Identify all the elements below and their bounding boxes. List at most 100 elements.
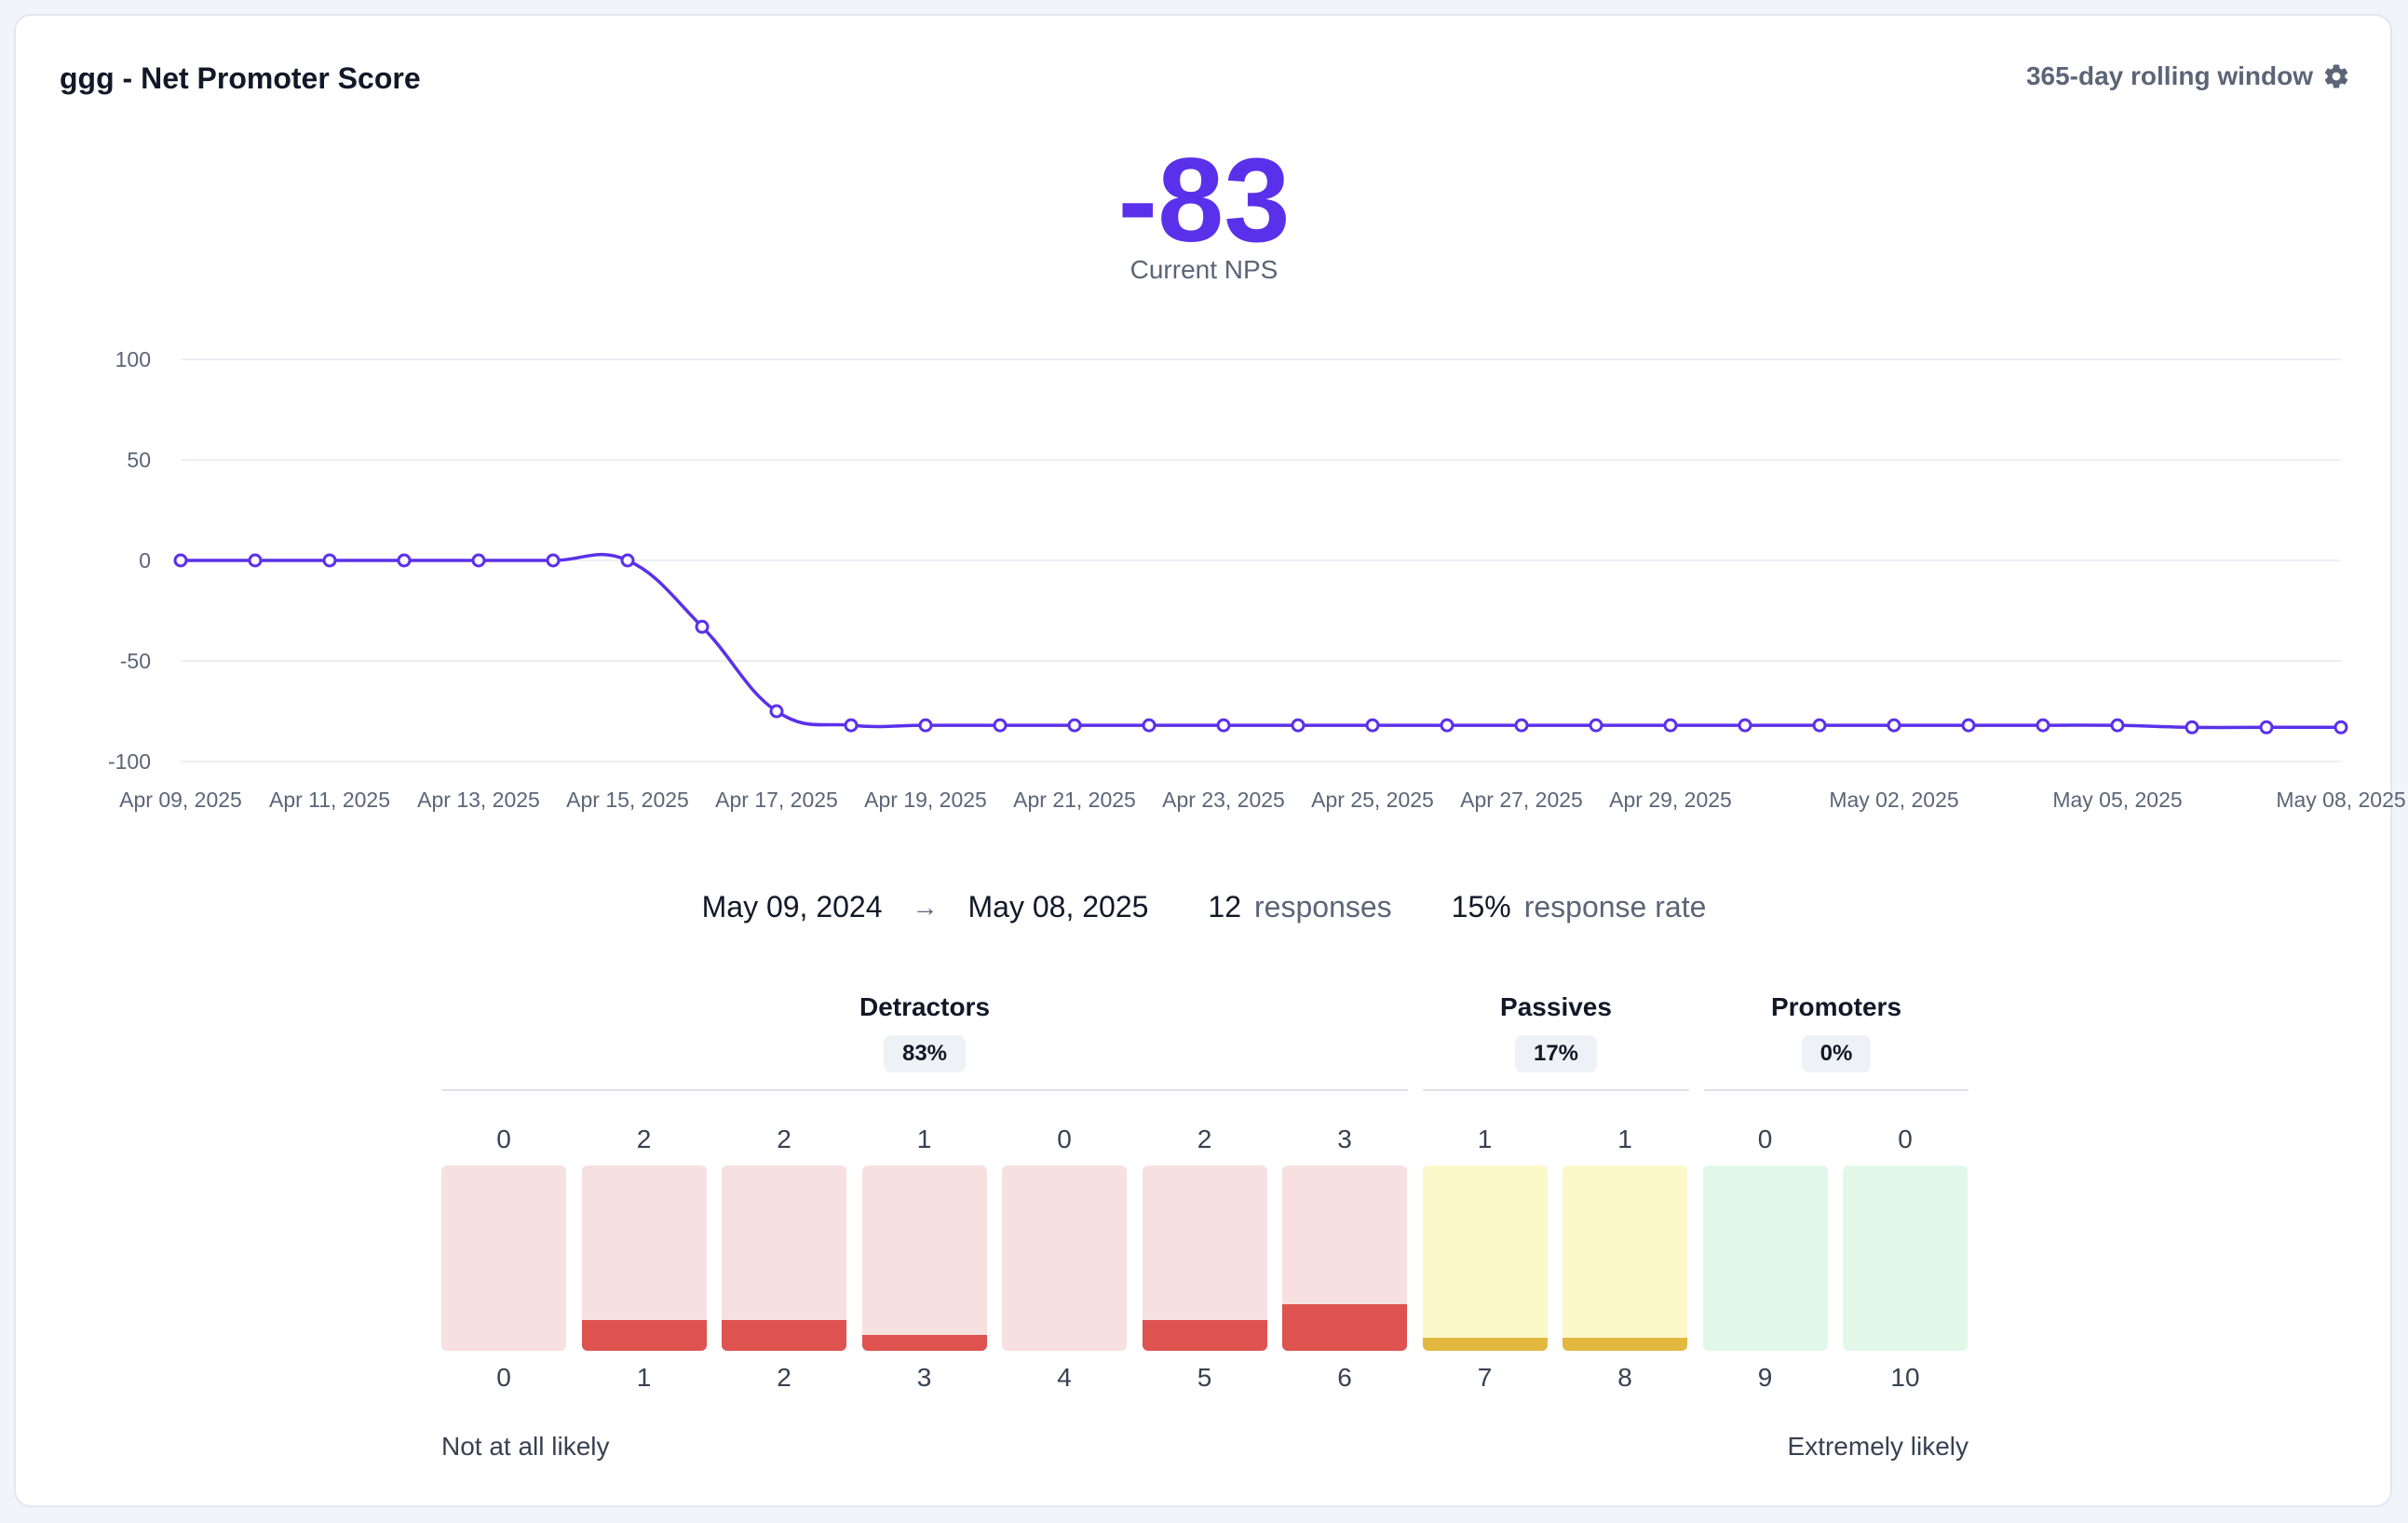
score-bar-0[interactable]	[441, 1166, 566, 1351]
y-tick-label: 100	[115, 347, 151, 371]
data-point[interactable]	[2259, 720, 2274, 735]
score-count: 0	[1057, 1125, 1072, 1153]
data-point[interactable]	[1067, 718, 1082, 733]
gear-icon[interactable]	[2322, 62, 2350, 90]
data-point[interactable]	[1961, 718, 1976, 733]
segment-promoters: Promoters 0%	[1704, 992, 1968, 1072]
y-tick-label: -50	[120, 649, 151, 673]
score-bar-4[interactable]	[1002, 1166, 1127, 1351]
rolling-window-label: 365-day rolling window	[2025, 61, 2313, 90]
score-bar-fill	[722, 1319, 846, 1351]
score-count: 2	[777, 1125, 791, 1153]
widget-title: ggg - Net Promoter Score	[60, 61, 421, 95]
score-label: 7	[1477, 1363, 1493, 1392]
x-tick-label: Apr 21, 2025	[1013, 788, 1136, 812]
score-bar-5[interactable]	[1142, 1166, 1267, 1351]
score-bar-fill	[1422, 1338, 1548, 1351]
score-bar-6[interactable]	[1282, 1166, 1407, 1351]
data-point[interactable]	[546, 553, 561, 568]
x-tick-label: Apr 25, 2025	[1311, 788, 1434, 812]
score-bar-9[interactable]	[1702, 1166, 1828, 1351]
scale-low-label: Not at all likely	[441, 1432, 610, 1461]
segment-title: Promoters	[1770, 992, 1902, 1021]
score-label: 2	[777, 1363, 791, 1392]
data-point[interactable]	[2110, 718, 2125, 733]
score-bar-fill	[1562, 1338, 1687, 1351]
data-point[interactable]	[993, 718, 1008, 733]
response-rate-label: response rate	[1523, 890, 1707, 923]
data-point[interactable]	[695, 619, 710, 634]
data-point[interactable]	[248, 553, 263, 568]
y-tick-label: 50	[127, 448, 151, 472]
data-point[interactable]	[1440, 718, 1454, 733]
score-count: 1	[1617, 1125, 1632, 1153]
score-count: 1	[1477, 1125, 1493, 1153]
score-bar-1[interactable]	[581, 1166, 707, 1351]
score-label: 3	[916, 1363, 932, 1392]
data-point[interactable]	[2334, 720, 2348, 735]
y-tick-label: 0	[139, 548, 151, 573]
data-point[interactable]	[844, 718, 859, 733]
x-tick-label: May 08, 2025	[2276, 788, 2405, 812]
score-bar-fill	[861, 1335, 987, 1351]
score-count: 0	[1757, 1125, 1773, 1153]
score-count: 3	[1337, 1125, 1352, 1153]
responses-count: 12	[1208, 890, 1242, 923]
data-point[interactable]	[1514, 718, 1529, 733]
data-point[interactable]	[1738, 718, 1752, 733]
score-bar-2[interactable]	[722, 1166, 846, 1351]
data-point[interactable]	[1887, 718, 1901, 733]
segment-title: Passives	[1500, 992, 1612, 1021]
data-point[interactable]	[2185, 720, 2199, 735]
data-point[interactable]	[1663, 718, 1678, 733]
x-tick-label: Apr 09, 2025	[119, 788, 242, 812]
segment-passives: Passives 17%	[1423, 992, 1689, 1072]
data-point[interactable]	[1365, 718, 1380, 733]
x-tick-label: Apr 15, 2025	[566, 788, 689, 812]
nps-trend-chart: 100 50 0 -50 -100 Apr 09, 2025 Apr 11, 2025 Ap…	[108, 347, 2406, 812]
score-label: 1	[636, 1363, 652, 1392]
data-point[interactable]	[471, 553, 486, 568]
rolling-window-setting[interactable]: 365-day rolling window	[2026, 61, 2350, 91]
x-tick-label: Apr 19, 2025	[864, 788, 987, 812]
summary-bar: May 09, 2024 → May 08, 2025 12 responses…	[0, 890, 2408, 924]
data-point[interactable]	[2036, 718, 2050, 733]
x-tick-label: Apr 11, 2025	[269, 788, 390, 812]
data-point[interactable]	[1142, 718, 1157, 733]
score-bar-7[interactable]	[1422, 1166, 1548, 1351]
data-point[interactable]	[769, 704, 784, 719]
score-label: 6	[1337, 1363, 1352, 1392]
segment-detractors: Detractors 83%	[441, 992, 1408, 1072]
score-bar-fill	[1282, 1304, 1407, 1351]
data-point[interactable]	[173, 553, 188, 568]
current-nps-value: -83	[1117, 134, 1291, 267]
start-date: May 09, 2024	[701, 890, 883, 923]
segment-divider	[1423, 1089, 1689, 1091]
segment-percent-badge: 17%	[1514, 1035, 1598, 1072]
score-bar-10[interactable]	[1843, 1166, 1968, 1351]
segment-divider	[441, 1089, 1408, 1091]
score-count: 2	[1197, 1125, 1212, 1153]
current-nps-label: Current NPS	[1130, 255, 1278, 284]
score-label: 5	[1197, 1363, 1212, 1392]
score-bar-fill	[581, 1319, 707, 1351]
x-tick-label: Apr 23, 2025	[1162, 788, 1285, 812]
data-point[interactable]	[1216, 718, 1231, 733]
data-point[interactable]	[1812, 718, 1827, 733]
score-bar-3[interactable]	[861, 1166, 987, 1351]
score-bar-8[interactable]	[1562, 1166, 1687, 1351]
score-count: 1	[916, 1125, 932, 1153]
data-point[interactable]	[620, 553, 635, 568]
segment-percent-badge: 0%	[1801, 1035, 1872, 1072]
data-point[interactable]	[1291, 718, 1305, 733]
segment-percent-badge: 83%	[883, 1035, 967, 1072]
score-label: 0	[496, 1363, 511, 1392]
responses-label: responses	[1254, 890, 1392, 923]
score-label: 8	[1617, 1363, 1632, 1392]
score-label: 4	[1057, 1363, 1072, 1392]
data-point[interactable]	[397, 553, 412, 568]
data-point[interactable]	[918, 718, 933, 733]
x-tick-label: Apr 27, 2025	[1460, 788, 1583, 812]
data-point[interactable]	[322, 553, 337, 568]
data-point[interactable]	[1589, 718, 1603, 733]
